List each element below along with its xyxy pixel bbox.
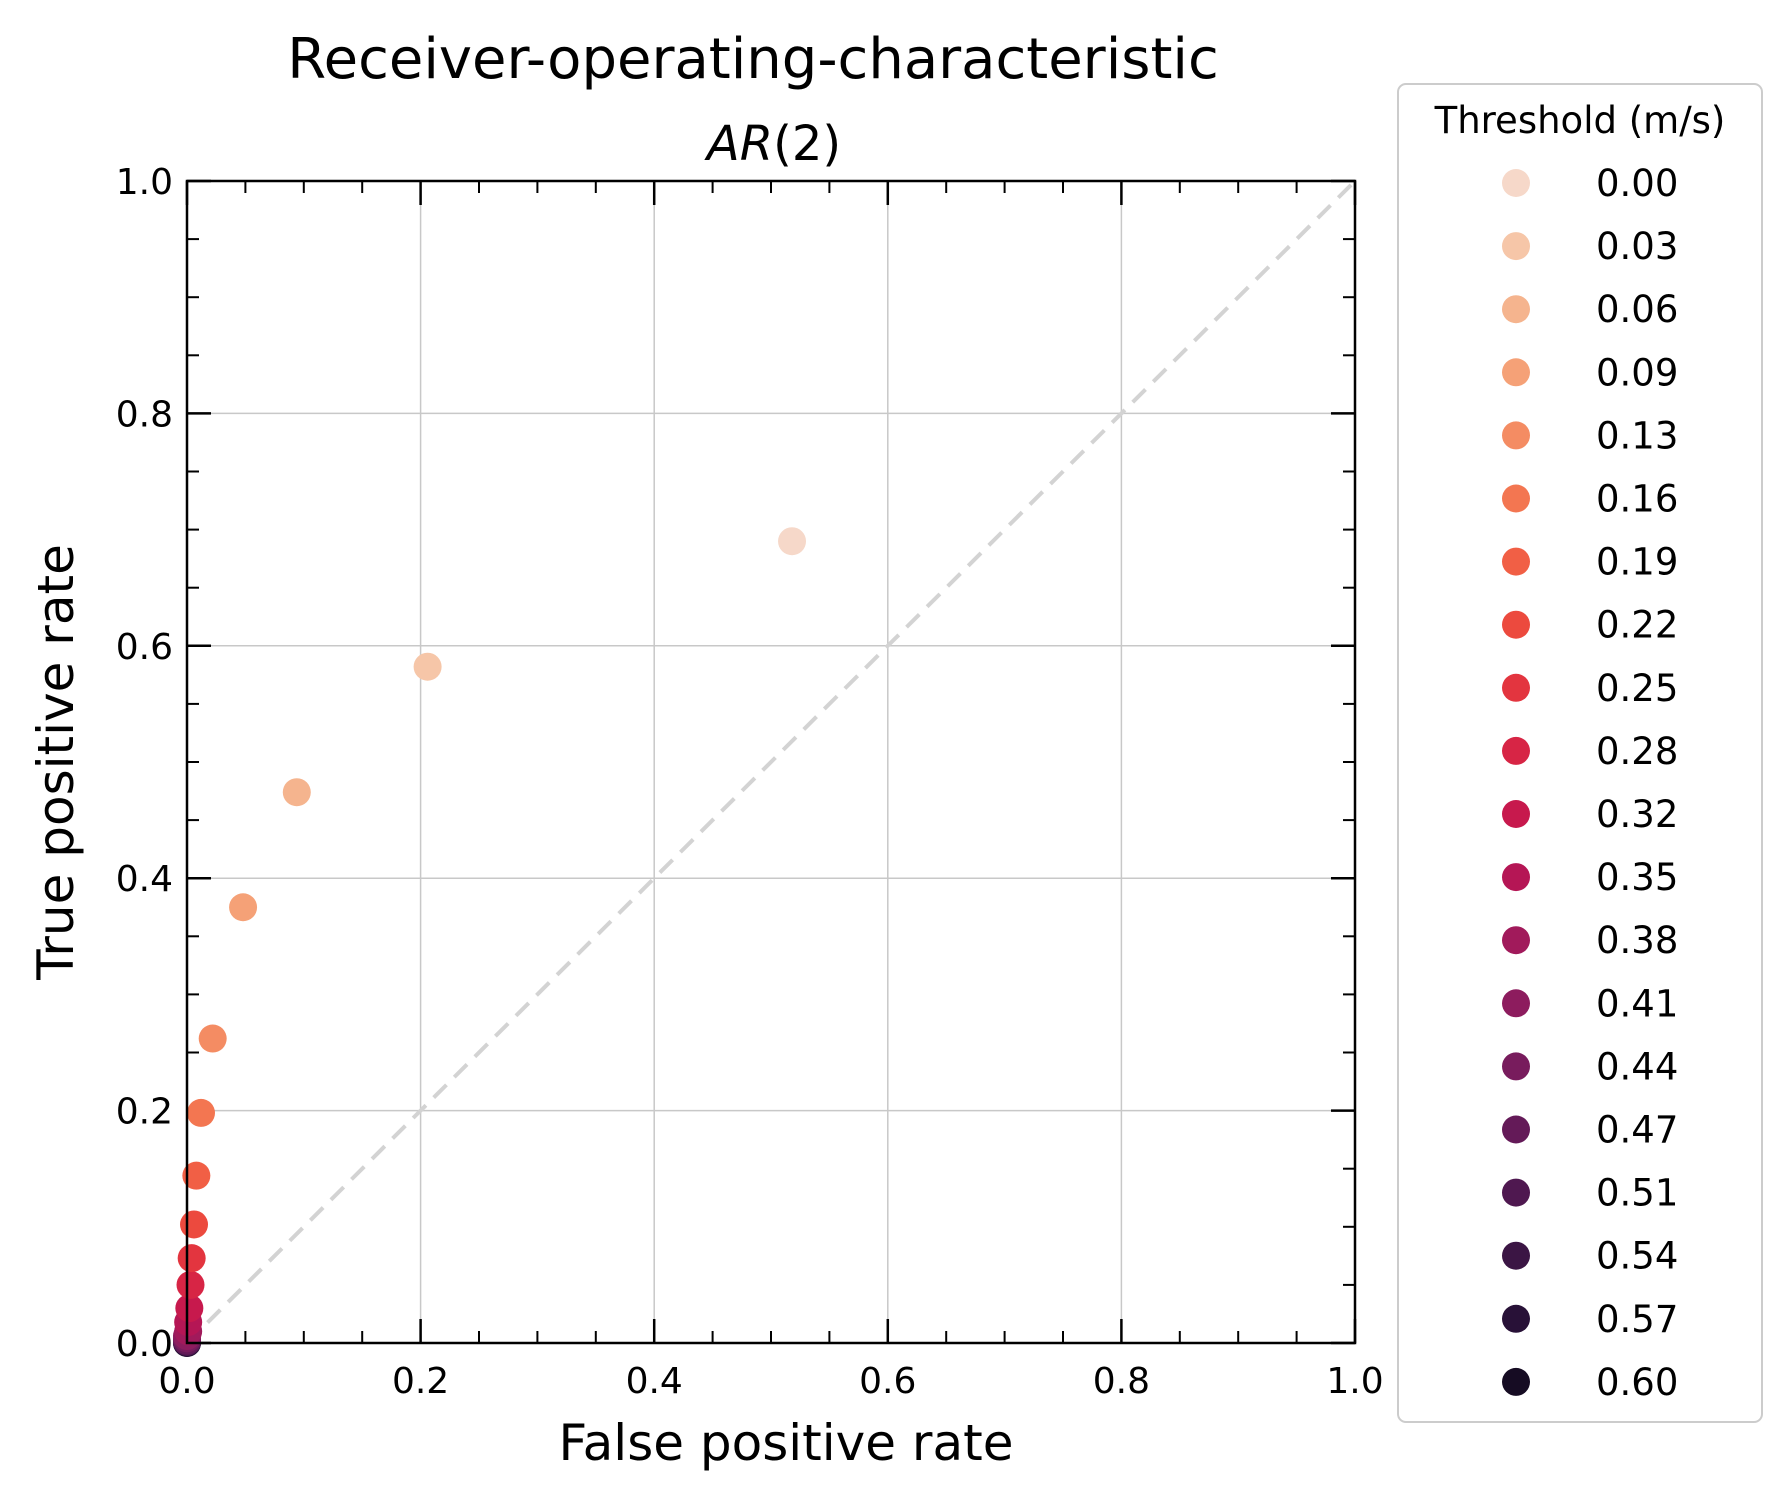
legend-marker — [1502, 1178, 1530, 1207]
legend-item: 0.41 — [1502, 982, 1678, 1025]
y-axis-label: True positive rate — [27, 544, 85, 981]
x-tick-label: 0.2 — [392, 1361, 449, 1402]
legend-marker — [1502, 547, 1530, 576]
legend-item: 0.06 — [1502, 288, 1678, 331]
legend-item: 0.03 — [1502, 225, 1678, 268]
legend-label: 0.09 — [1596, 351, 1678, 394]
data-points — [173, 527, 807, 1357]
plot-frame — [185, 179, 1357, 1345]
legend-item: 0.51 — [1502, 1172, 1678, 1215]
legend-item: 0.13 — [1502, 414, 1678, 457]
legend-item: 0.35 — [1502, 856, 1678, 899]
data-point — [177, 1244, 206, 1273]
legend-item: 0.25 — [1502, 667, 1678, 710]
legend-marker — [1502, 989, 1530, 1018]
diagonal-reference-line — [185, 179, 1357, 1345]
legend-item: 0.28 — [1502, 730, 1678, 773]
x-tick-label: 0.4 — [626, 1361, 683, 1402]
legend-item: 0.47 — [1502, 1109, 1678, 1152]
y-tick-label: 1.0 — [116, 162, 173, 203]
legend-label: 0.51 — [1596, 1172, 1678, 1215]
legend-marker — [1502, 800, 1530, 828]
x-tick-label: 0.0 — [158, 1361, 215, 1402]
legend-item: 0.00 — [1502, 162, 1678, 205]
legend-marker — [1502, 863, 1530, 892]
legend-marker — [1502, 169, 1530, 197]
chart-subtitle: AR(2) — [704, 116, 841, 172]
legend-item: 0.19 — [1502, 541, 1678, 584]
chart-title: Receiver-operating-characteristic — [287, 27, 1219, 92]
data-point — [180, 1210, 209, 1239]
legend-label: 0.47 — [1596, 1109, 1678, 1152]
legend-label: 0.03 — [1596, 225, 1678, 268]
x-tick-label: 1.0 — [1326, 1361, 1383, 1402]
legend-item: 0.09 — [1502, 351, 1678, 394]
data-point — [175, 1294, 204, 1323]
legend-marker — [1502, 358, 1530, 387]
legend-marker — [1502, 610, 1530, 639]
legend: Threshold (m/s) 0.00 0.03 0.06 0.09 0.13 0.16… — [1397, 83, 1763, 1423]
legend-marker — [1502, 484, 1530, 513]
subtitle-arg: (2) — [773, 116, 841, 172]
x-tick-label: 0.6 — [859, 1361, 916, 1402]
y-tick-label: 0.6 — [116, 627, 173, 668]
legend-label: 0.60 — [1596, 1361, 1678, 1404]
legend-marker — [1502, 1052, 1530, 1081]
data-point — [413, 652, 442, 681]
legend-label: 0.25 — [1596, 667, 1678, 710]
legend-label: 0.38 — [1596, 919, 1678, 962]
data-point — [176, 1270, 205, 1299]
data-point — [182, 1161, 211, 1190]
tick-labels: 0.00.0 0.2 0.2 0.4 0.4 0.6 0.6 0.8 0.8 1.0 1.0 — [116, 162, 1384, 1402]
x-tick-label: 0.8 — [1093, 1361, 1150, 1402]
legend-label: 0.57 — [1596, 1298, 1678, 1341]
x-axis-label: False positive rate — [559, 1414, 1014, 1472]
legend-item: 0.44 — [1502, 1045, 1678, 1088]
legend-marker — [1502, 926, 1530, 955]
legend-item: 0.54 — [1502, 1235, 1678, 1278]
legend-label: 0.54 — [1596, 1235, 1678, 1278]
legend-label: 0.13 — [1596, 414, 1678, 457]
data-point — [778, 527, 807, 556]
legend-label: 0.41 — [1596, 982, 1678, 1025]
legend-label: 0.06 — [1596, 288, 1678, 331]
data-point — [282, 778, 311, 807]
legend-item: 0.22 — [1502, 604, 1678, 647]
data-point — [187, 1098, 216, 1127]
legend-label: 0.19 — [1596, 541, 1678, 584]
data-point — [229, 893, 258, 922]
legend-label: 0.22 — [1596, 604, 1678, 647]
legend-label: 0.16 — [1596, 478, 1678, 521]
subtitle-base: AR — [704, 116, 773, 172]
legend-marker — [1502, 736, 1530, 765]
legend-label: 0.28 — [1596, 730, 1678, 773]
legend-item: 0.16 — [1502, 478, 1678, 521]
legend-label: 0.35 — [1596, 856, 1678, 899]
legend-marker — [1502, 1304, 1530, 1333]
legend-frame — [1397, 83, 1763, 1423]
legend-marker — [1502, 1367, 1530, 1396]
legend-label: 0.44 — [1596, 1045, 1678, 1088]
y-tick-label: 0.2 — [116, 1092, 173, 1133]
grid — [187, 181, 1355, 1343]
legend-label: 0.32 — [1596, 793, 1678, 836]
y-tick-label: 0.0 — [116, 1324, 173, 1365]
legend-marker — [1502, 232, 1530, 261]
legend-items: 0.00 0.03 0.06 0.09 0.13 0.16 0.19 0.22 0.25 0.28… — [1502, 162, 1678, 1404]
legend-title: Threshold (m/s) — [1434, 99, 1726, 142]
legend-marker — [1502, 1241, 1530, 1270]
legend-marker — [1502, 673, 1530, 702]
legend-item: 0.60 — [1502, 1361, 1678, 1404]
y-tick-label: 0.4 — [116, 859, 173, 900]
legend-marker — [1502, 421, 1530, 450]
legend-item: 0.57 — [1502, 1298, 1678, 1341]
legend-marker — [1502, 1115, 1530, 1144]
data-point — [198, 1024, 227, 1053]
legend-item: 0.38 — [1502, 919, 1678, 962]
legend-label: 0.00 — [1596, 162, 1678, 205]
legend-item: 0.32 — [1502, 793, 1678, 836]
legend-marker — [1502, 295, 1530, 324]
y-tick-label: 0.8 — [116, 394, 173, 435]
